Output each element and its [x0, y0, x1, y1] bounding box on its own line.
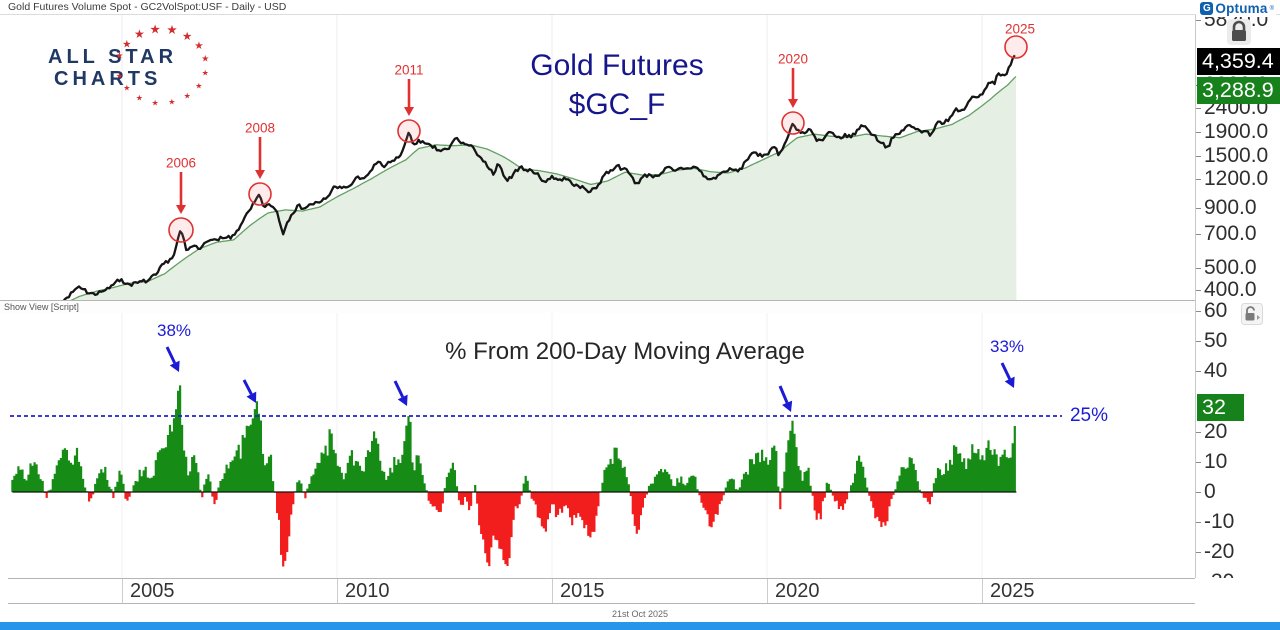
- last-price-badge: 4,359.4: [1197, 48, 1280, 75]
- oscillator-axis-tick: 40: [1204, 359, 1228, 382]
- axis-tick-mark: [1196, 492, 1201, 493]
- star-icon: ★: [183, 91, 191, 101]
- oscillator-axis-tick: 50: [1204, 329, 1228, 352]
- axis-tick-mark: [1196, 522, 1201, 523]
- price-axis-tick: 500.0: [1204, 256, 1257, 279]
- trademark-mark: ®: [1269, 5, 1274, 12]
- optuma-logo-text: Optuma: [1215, 1, 1268, 16]
- price-axis-tick: 700.0: [1204, 222, 1257, 245]
- oscillator-axis-tick: -20: [1204, 540, 1235, 563]
- axis-tick-mark: [1196, 432, 1201, 433]
- axis-tick-mark: [1196, 371, 1201, 372]
- threshold-label: 25%: [1069, 405, 1109, 426]
- star-icon: ★: [123, 83, 131, 93]
- oscillator-axis-tick: 0: [1204, 480, 1216, 503]
- axis-tick-mark: [1196, 20, 1201, 21]
- star-icon: ★: [195, 81, 203, 91]
- time-axis-year-label: 2005: [130, 580, 175, 602]
- oscillator-axis-tick: 20: [1204, 420, 1228, 443]
- peak-year-annotation: 2011: [394, 62, 424, 78]
- time-axis-separator: [552, 579, 553, 603]
- axis-tick-mark: [1196, 462, 1201, 463]
- price-axis-tick: 1500.0: [1204, 144, 1269, 167]
- titlebar-divider: [0, 14, 1280, 15]
- chart-title-ticker: $GC_F: [568, 88, 666, 121]
- star-icon: ★: [182, 29, 193, 43]
- star-icon: ★: [149, 22, 161, 37]
- oscillator-axis-tick: 60: [1204, 299, 1228, 322]
- axis-tick-mark: [1196, 132, 1201, 133]
- axis-tick-mark: [1196, 341, 1201, 342]
- allstarcharts-logo: ALL STAR CHARTS ★ ★ ★ ★ ★ ★ ★ ★ ★ ★ ★ ★ ★ ★ ★ ★: [40, 23, 215, 115]
- time-axis-separator: [982, 579, 983, 603]
- axis-tick-mark: [1196, 208, 1201, 209]
- peak-year-annotation: 2008: [244, 120, 276, 136]
- time-axis-separator: [767, 579, 768, 603]
- axis-tick-mark: [1196, 311, 1201, 312]
- time-axis-separator: [122, 579, 123, 603]
- chart-title-symbol-name: Gold Futures: [530, 49, 704, 82]
- ma-value-badge: 3,288.9: [1197, 77, 1280, 104]
- oscillator-peak-annotation: 33%: [989, 337, 1025, 356]
- price-axis-column[interactable]: 5820.03000.02400.01900.01500.01200.0900.…: [1195, 15, 1280, 578]
- star-icon: ★: [151, 98, 159, 108]
- chart-window-title: Gold Futures Volume Spot - GC2VolSpot:US…: [8, 1, 287, 13]
- axis-tick-mark: [1196, 290, 1201, 291]
- star-icon: ★: [115, 71, 124, 81]
- star-icon: ★: [201, 53, 210, 64]
- oscillator-title: % From 200-Day Moving Average: [445, 338, 805, 365]
- allstarcharts-logo-line2: CHARTS: [54, 68, 162, 90]
- page-tab-bar: [0, 622, 1280, 630]
- peak-year-annotation: 2020: [777, 51, 809, 67]
- oscillator-axis-tick: -10: [1204, 510, 1235, 533]
- peak-year-annotation: 2006: [165, 155, 197, 171]
- oscillator-axis-tick: -30: [1204, 570, 1234, 578]
- axis-tick-mark: [1196, 156, 1201, 157]
- lock-icon[interactable]: [1226, 18, 1252, 46]
- axis-tick-mark: [1196, 179, 1201, 180]
- star-icon: ★: [194, 40, 204, 52]
- oscillator-axis-tick: 10: [1204, 450, 1228, 473]
- oscillator-value-badge: 32: [1197, 394, 1244, 421]
- price-axis-tick: 1900.0: [1204, 120, 1269, 143]
- oscillator-peak-annotation: 38%: [156, 321, 192, 340]
- axis-tick-mark: [1196, 108, 1201, 109]
- show-view-script-label[interactable]: Show View [Script]: [4, 302, 79, 312]
- panel-divider: Show View [Script]: [0, 300, 1195, 313]
- price-chart-canvas[interactable]: [8, 15, 1195, 300]
- axis-tick-mark: [1196, 234, 1201, 235]
- star-icon: ★: [166, 22, 178, 37]
- optuma-logo: G Optuma ®: [1196, 1, 1276, 17]
- time-axis[interactable]: 2005 2010 2015 2020 2025: [8, 578, 1195, 604]
- star-icon: ★: [201, 68, 209, 78]
- time-axis-separator: [337, 579, 338, 603]
- star-icon: ★: [115, 50, 124, 61]
- peak-year-annotation: 2025: [1004, 21, 1036, 37]
- axis-tick-mark: [1196, 552, 1201, 553]
- unlock-icon[interactable]: [1241, 303, 1263, 325]
- optuma-logo-icon: G: [1200, 2, 1214, 15]
- star-icon: ★: [168, 97, 176, 107]
- price-axis-tick: 400.0: [1204, 278, 1257, 301]
- star-icon: ★: [122, 38, 132, 51]
- time-axis-year-label: 2015: [560, 580, 605, 602]
- allstarcharts-logo-line1: ALL STAR: [48, 46, 178, 68]
- time-axis-year-label: 2020: [775, 580, 820, 602]
- price-axis-tick: 1200.0: [1204, 167, 1269, 190]
- star-icon: ★: [134, 27, 145, 42]
- time-axis-year-label: 2025: [990, 580, 1035, 602]
- footer-date: 21st Oct 2025: [611, 609, 669, 619]
- star-icon: ★: [135, 93, 143, 103]
- time-axis-year-label: 2010: [345, 580, 390, 602]
- oscillator-chart-canvas[interactable]: [8, 302, 1195, 578]
- axis-tick-mark: [1196, 268, 1201, 269]
- price-axis-tick: 900.0: [1204, 196, 1257, 219]
